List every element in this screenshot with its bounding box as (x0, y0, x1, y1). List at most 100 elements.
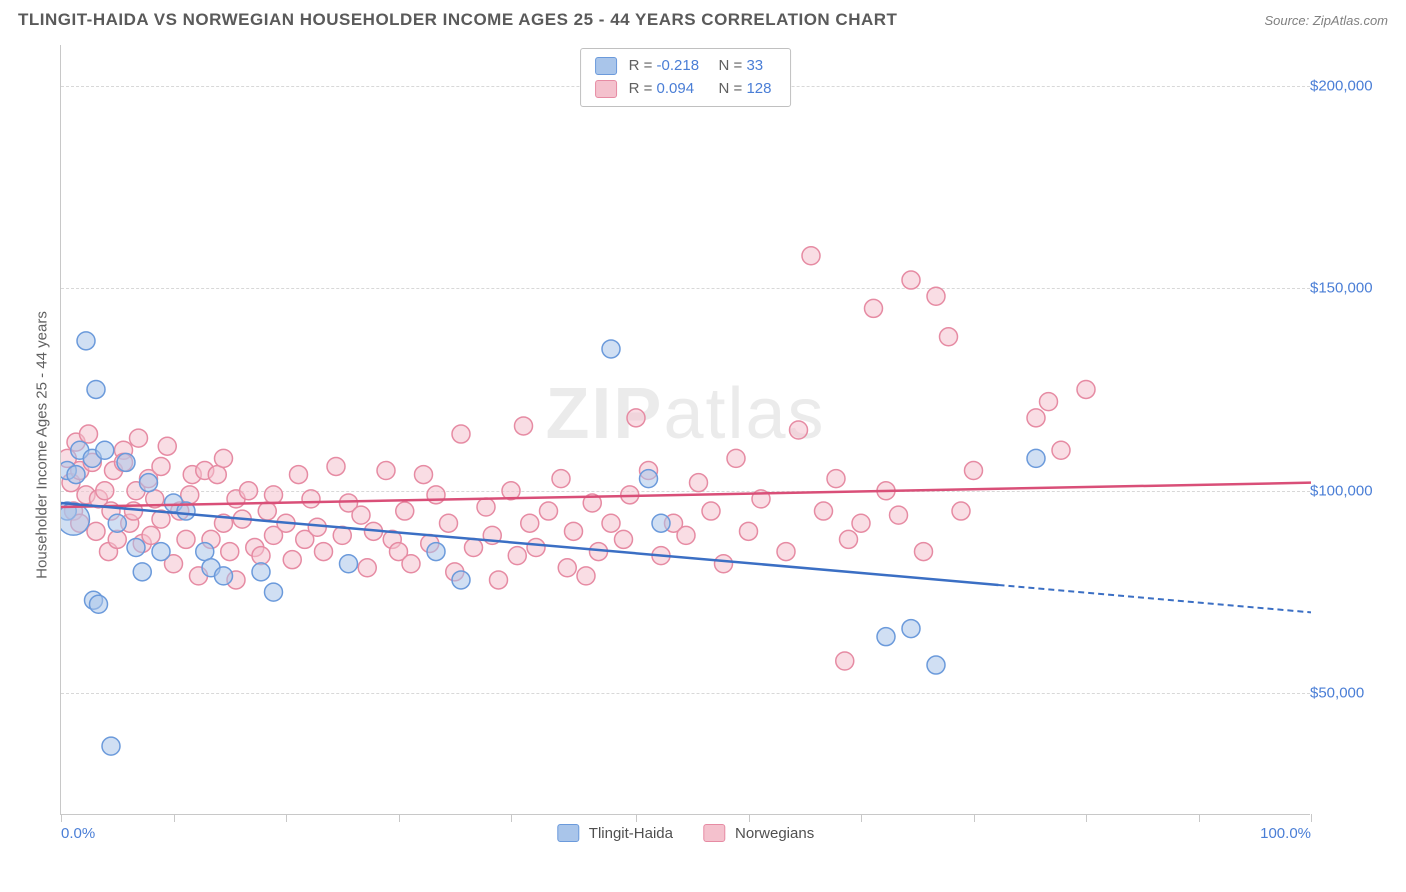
data-point (790, 421, 808, 439)
data-point (215, 449, 233, 467)
data-point (702, 502, 720, 520)
plot-area: ZIPatlas R = -0.218 N = 33 R = 0.094 N =… (60, 45, 1310, 815)
data-point (302, 490, 320, 508)
data-point (952, 502, 970, 520)
swatch-icon (703, 824, 725, 842)
data-point (90, 595, 108, 613)
data-point (677, 526, 695, 544)
data-point (142, 526, 160, 544)
data-point (877, 628, 895, 646)
data-point (558, 559, 576, 577)
data-point (117, 453, 135, 471)
x-tick (286, 814, 287, 822)
data-point (265, 486, 283, 504)
data-point (440, 514, 458, 532)
data-point (196, 543, 214, 561)
data-point (1027, 449, 1045, 467)
data-point (615, 530, 633, 548)
data-point (740, 522, 758, 540)
x-tick (511, 814, 512, 822)
data-point (377, 462, 395, 480)
data-point (158, 437, 176, 455)
data-point (640, 470, 658, 488)
x-tick (636, 814, 637, 822)
data-point (108, 530, 126, 548)
data-point (915, 543, 933, 561)
source-label: Source: ZipAtlas.com (1264, 13, 1388, 28)
data-point (181, 486, 199, 504)
data-point (802, 247, 820, 265)
legend-item-series-1: Tlingit-Haida (557, 824, 673, 842)
data-point (152, 457, 170, 475)
data-point (777, 543, 795, 561)
legend-row-series-1: R = -0.218 N = 33 (595, 55, 777, 78)
data-point (927, 287, 945, 305)
data-point (521, 514, 539, 532)
data-point (840, 530, 858, 548)
data-point (852, 514, 870, 532)
data-point (265, 583, 283, 601)
swatch-icon (595, 80, 617, 98)
data-point (515, 417, 533, 435)
data-point (102, 737, 120, 755)
data-point (940, 328, 958, 346)
data-point (452, 425, 470, 443)
data-point (1040, 393, 1058, 411)
data-point (80, 425, 98, 443)
data-point (865, 299, 883, 317)
data-point (490, 571, 508, 589)
data-point (221, 543, 239, 561)
data-point (827, 470, 845, 488)
data-point (340, 555, 358, 573)
data-point (283, 551, 301, 569)
data-point (1027, 409, 1045, 427)
y-tick-label: $100,000 (1310, 482, 1380, 499)
data-point (577, 567, 595, 585)
data-point (727, 449, 745, 467)
data-point (77, 332, 95, 350)
data-point (308, 518, 326, 536)
data-point (87, 522, 105, 540)
data-point (96, 482, 114, 500)
data-point (127, 539, 145, 557)
data-point (540, 502, 558, 520)
swatch-icon (557, 824, 579, 842)
swatch-icon (595, 57, 617, 75)
x-tick (1311, 814, 1312, 822)
data-point (252, 563, 270, 581)
x-tick-label: 0.0% (61, 825, 95, 842)
series-legend: Tlingit-Haida Norwegians (557, 824, 814, 842)
data-point (902, 620, 920, 638)
x-tick (749, 814, 750, 822)
data-point (965, 462, 983, 480)
data-point (565, 522, 583, 540)
data-point (815, 502, 833, 520)
data-point (415, 466, 433, 484)
data-point (252, 547, 270, 565)
data-point (690, 474, 708, 492)
data-point (715, 555, 733, 573)
data-point (208, 466, 226, 484)
data-point (890, 506, 908, 524)
data-point (902, 271, 920, 289)
data-point (477, 498, 495, 516)
data-point (258, 502, 276, 520)
data-point (215, 567, 233, 585)
x-tick (974, 814, 975, 822)
data-point (836, 652, 854, 670)
trend-line-dashed (999, 585, 1312, 612)
legend-item-series-2: Norwegians (703, 824, 814, 842)
data-point (327, 457, 345, 475)
data-point (427, 543, 445, 561)
data-point (87, 380, 105, 398)
data-point (67, 466, 85, 484)
data-point (508, 547, 526, 565)
legend-row-series-2: R = 0.094 N = 128 (595, 78, 777, 101)
data-point (602, 340, 620, 358)
data-point (465, 539, 483, 557)
data-point (177, 530, 195, 548)
y-axis-label: Householder Income Ages 25 - 44 years (34, 311, 51, 579)
data-point (427, 486, 445, 504)
scatter-svg (61, 45, 1311, 815)
data-point (927, 656, 945, 674)
